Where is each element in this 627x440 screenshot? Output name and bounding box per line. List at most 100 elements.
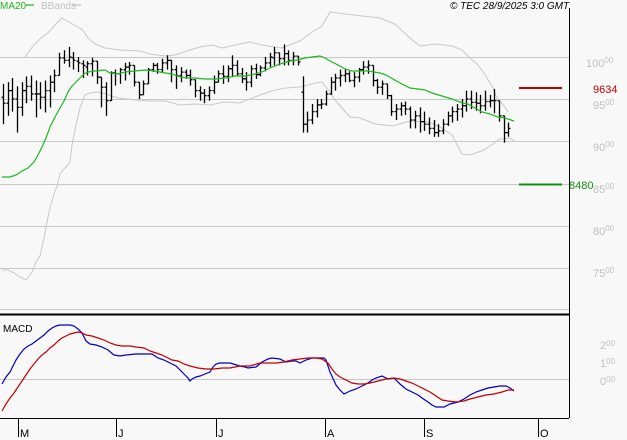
ohlc-bar [324, 90, 329, 106]
x-tick-a: A [325, 419, 335, 440]
ohlc-bar [141, 80, 146, 96]
ohlc-bar [258, 65, 263, 77]
ohlc-bar [478, 94, 483, 114]
ohlc-bar [10, 78, 15, 112]
svg-text:M: M [20, 428, 29, 440]
ohlc-bar [394, 104, 399, 120]
ohlc-bar [497, 100, 502, 122]
ma20-line [2, 55, 515, 178]
svg-text:9000: 9000 [593, 140, 615, 154]
ohlc-bar [52, 69, 57, 93]
ohlc-bar [6, 82, 11, 116]
ohlc-bar [249, 65, 254, 88]
ohlc-bar [193, 79, 198, 98]
ohlc-bar [446, 111, 451, 126]
ohlc-bar [216, 70, 221, 83]
svg-text:J: J [218, 428, 224, 440]
ohlc-bar [450, 106, 455, 123]
svg-text:10000: 10000 [586, 56, 614, 70]
ohlc-bar [169, 59, 174, 83]
ohlc-bar [127, 62, 132, 75]
ohlc-bar [375, 78, 380, 94]
ohlc-bar [483, 90, 488, 111]
ohlc-bar [1, 83, 6, 125]
ohlc-bar [315, 99, 320, 118]
svg-text:A: A [327, 428, 335, 440]
x-tick-m: M [18, 419, 29, 440]
ohlc-bar [254, 63, 259, 79]
price-axis-labels: 10000 9500 9000 8500 8000 7500 [586, 56, 615, 280]
ohlc-bar [226, 65, 231, 83]
ohlc-bar [329, 77, 334, 95]
ohlc-bar [338, 69, 343, 87]
ohlc-bar [179, 67, 184, 83]
ohlc-bar [413, 110, 418, 129]
ohlc-bar [455, 104, 460, 121]
ohlc-bar [301, 76, 306, 133]
ohlc-bar [230, 55, 235, 78]
ohlc-bar [29, 75, 34, 101]
ohlc-bar [212, 75, 217, 94]
ohlc-bar [202, 88, 207, 104]
macd-axis-labels: 200 100 000 [600, 339, 616, 388]
svg-text:000: 000 [600, 375, 616, 388]
ohlc-bar [352, 72, 357, 88]
ohlc-bar [67, 46, 72, 68]
ohlc-bar [71, 51, 76, 70]
ohlc-bar [34, 80, 39, 118]
legend-ma20: MA20 [0, 1, 27, 12]
ohlc-bar [464, 90, 469, 112]
ohlc-bar [20, 82, 25, 116]
ohlc-price-bars [1, 44, 511, 143]
ohlc-bar [235, 60, 240, 76]
ohlc-bar [282, 44, 287, 66]
ohlc-bar [198, 86, 203, 101]
x-tick-j: J [116, 419, 124, 440]
ohlc-bar [174, 65, 179, 89]
svg-text:100: 100 [600, 357, 616, 370]
ohlc-bar [502, 115, 507, 143]
ohlc-bar [432, 120, 437, 137]
ohlc-bar [277, 52, 282, 66]
price-gridlines [0, 57, 569, 310]
ohlc-bar [113, 69, 118, 86]
ohlc-bar [441, 119, 446, 135]
resistance-label: 9634 [593, 84, 617, 96]
ohlc-bar [492, 88, 497, 114]
ohlc-bar [43, 80, 48, 113]
ohlc-bar [165, 55, 170, 70]
svg-text:O: O [540, 428, 549, 440]
ohlc-bar [286, 50, 291, 66]
ohlc-bar [272, 46, 277, 66]
x-tick-s: S [424, 419, 433, 440]
ohlc-bar [221, 65, 226, 84]
ohlc-bar [99, 76, 104, 108]
ohlc-bar [361, 61, 366, 75]
ohlc-bar [488, 94, 493, 108]
bollinger-upper-band [24, 11, 509, 113]
ohlc-bar [343, 68, 348, 83]
support-label: 8480 [569, 180, 593, 192]
ohlc-bar [347, 71, 352, 83]
ohlc-bar [38, 82, 43, 110]
ohlc-bar [436, 124, 441, 137]
ohlc-bar [403, 101, 408, 115]
ohlc-bar [399, 102, 404, 116]
copyright-timestamp: © TEC 28/9/2025 3:0 GMT [450, 1, 570, 12]
ohlc-bar [24, 76, 29, 104]
ohlc-bar [15, 86, 20, 133]
macd-line [1, 324, 515, 408]
ohlc-bar [291, 51, 296, 66]
svg-text:S: S [426, 428, 433, 440]
x-tick-o: O [538, 419, 549, 440]
ohlc-bar [160, 58, 165, 73]
ohlc-bar [57, 52, 62, 77]
bollinger-lower-band [2, 81, 516, 281]
ohlc-bar [380, 80, 385, 95]
ohlc-bar [319, 99, 324, 110]
ohlc-bar [104, 82, 109, 116]
ohlc-bar [132, 64, 137, 87]
macd-signal-line [1, 331, 514, 412]
